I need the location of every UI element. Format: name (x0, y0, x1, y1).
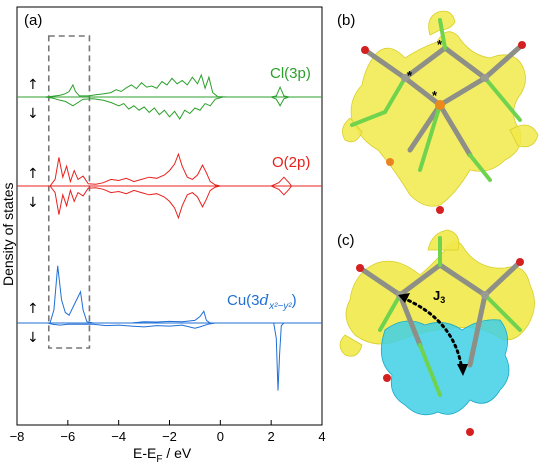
cl-spin-down-arrow: ↓ (27, 106, 39, 122)
x-tick-label: 4 (318, 429, 325, 444)
dos-trace-0-spin-down (17, 96, 322, 120)
panel-c-bonds (357, 259, 523, 368)
highlight-box (47, 35, 91, 349)
panel-c-yellow-isosurface (339, 229, 535, 357)
cu-trace-label: Cu(3dx²−y²) (227, 291, 297, 312)
j3-arrowhead-top (398, 293, 410, 303)
panel-c-cyan-isosurface (380, 319, 510, 416)
x-tick-label: −2 (162, 429, 177, 444)
star-marker-1: * (437, 37, 443, 52)
o-spin-down-arrow: ↓ (27, 195, 39, 211)
j3-arrowhead-bottom (457, 364, 468, 376)
panel-b-atoms (361, 41, 526, 214)
x-axis-title: E-EF / eV (133, 445, 192, 465)
panel-a-label: (a) (24, 12, 42, 29)
panel-b-cl-bonds (350, 18, 522, 182)
panel-b-structure: (b) (337, 10, 539, 214)
dos-trace-2-spin-up (17, 265, 322, 324)
o-trace-label: O(2p) (272, 154, 310, 171)
dos-trace-2-spin-down (17, 322, 322, 391)
panel-c-label: (c) (337, 232, 355, 249)
x-tick-label: −8 (10, 429, 25, 444)
dos-trace-1-spin-down (17, 185, 322, 220)
spin-arrows: ↑ ↓ ↑ ↓ ↑ ↓ (27, 77, 39, 346)
dos-traces (17, 73, 322, 391)
dos-panel: (a) −8 −6 −4 −2 0 2 4 ↑ ↓ ↑ ↓ ↑ ↓ Cl(3p) O(2p)… (0, 6, 326, 465)
cu-spin-up-arrow: ↑ (27, 301, 39, 317)
x-tick-label: −4 (111, 429, 126, 444)
x-tick-label: 0 (217, 429, 224, 444)
star-marker-2: * (407, 68, 413, 83)
dos-trace-1-spin-up (17, 152, 322, 187)
o-spin-up-arrow: ↑ (27, 166, 39, 182)
cl-spin-up-arrow: ↑ (27, 77, 39, 93)
dos-trace-0-spin-up (17, 73, 322, 98)
panel-c-cl-bonds (378, 236, 522, 397)
cl-trace-label: Cl(3p) (270, 65, 311, 82)
x-ticks: −8 −6 −4 −2 0 2 4 (10, 420, 326, 444)
y-axis-title: Density of states (0, 183, 16, 287)
j3-exchange-arrow (401, 296, 464, 372)
panel-b-bonds (362, 42, 525, 158)
panel-c-atoms (356, 258, 524, 436)
cu-spin-down-arrow: ↓ (27, 330, 39, 346)
x-tick-label: 2 (268, 429, 275, 444)
x-tick-label: −6 (60, 429, 75, 444)
panel-b-label: (b) (337, 12, 355, 29)
j3-label: J3 (433, 288, 445, 305)
panel-c-structure: (c) (337, 229, 535, 436)
star-marker-3: * (432, 88, 438, 103)
